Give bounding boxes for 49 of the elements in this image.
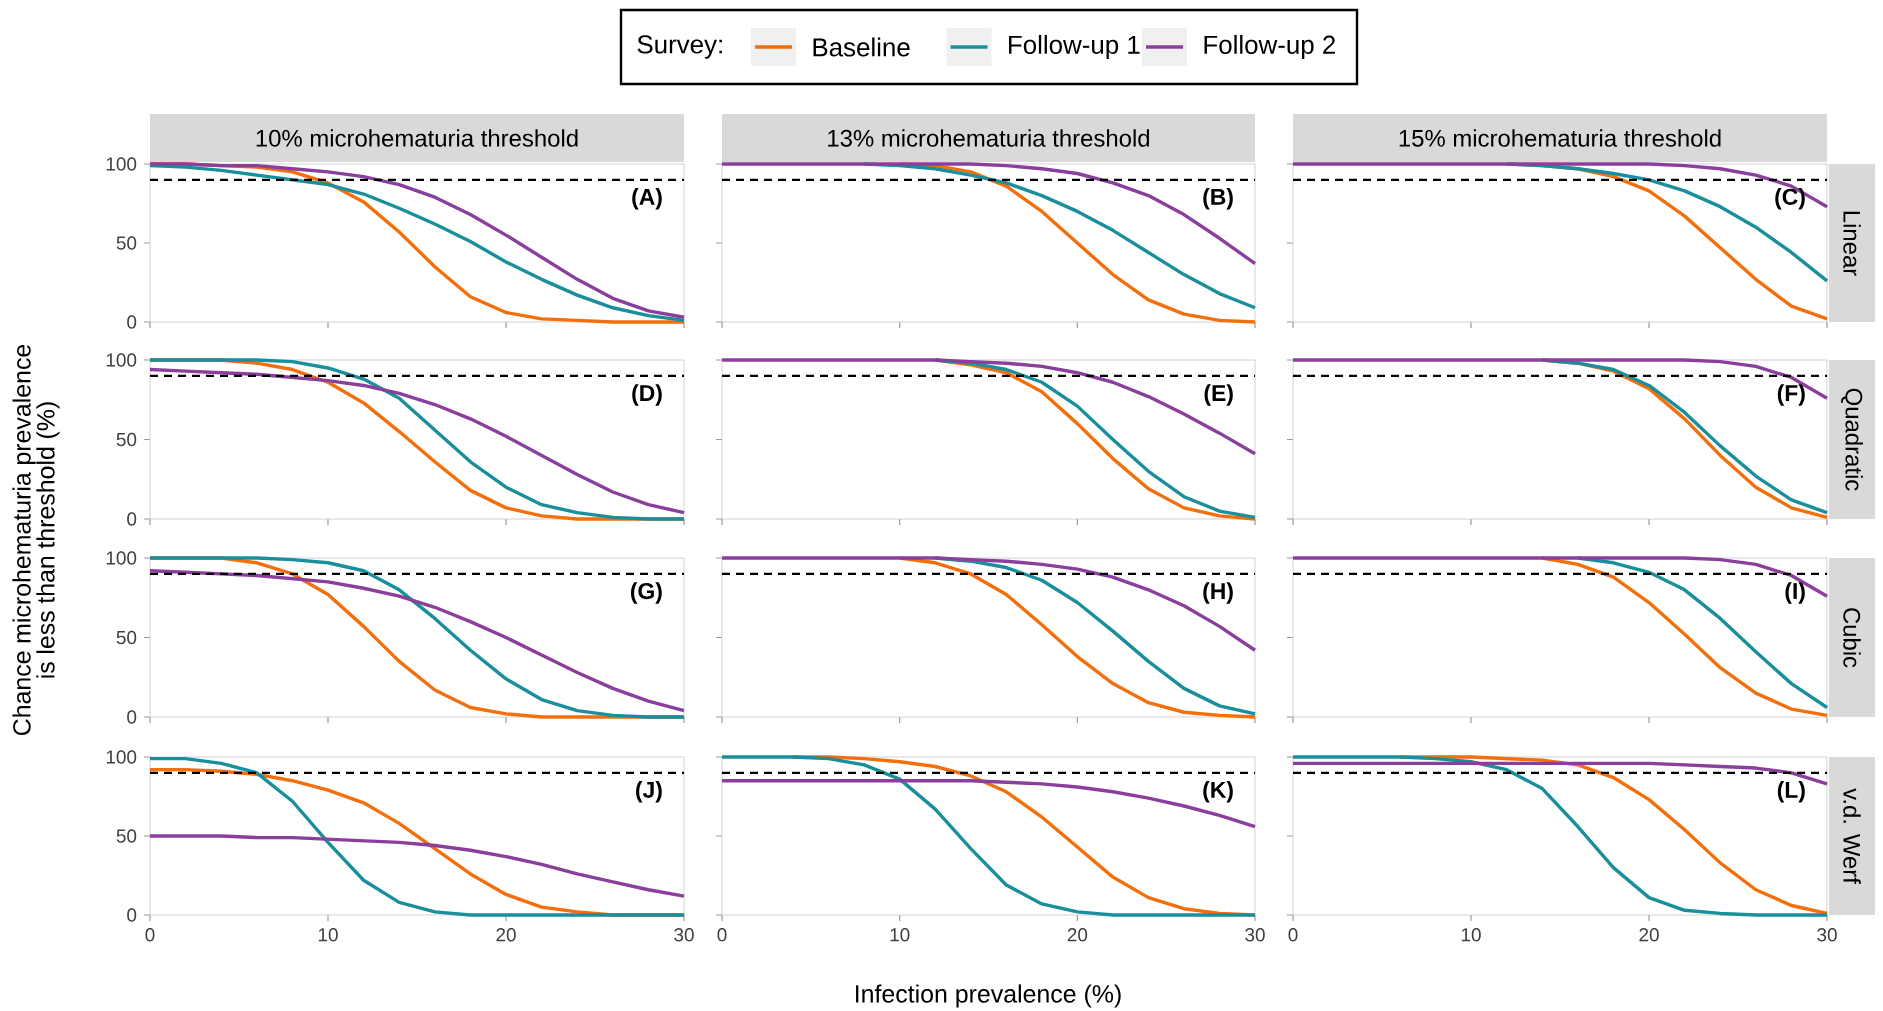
y-tick-label: 100	[106, 551, 137, 565]
y-tick-label: 0	[127, 512, 137, 526]
legend-label: Follow-up 1	[1009, 34, 1140, 60]
text: Cubic	[1843, 608, 1861, 668]
y-tick-label: 50	[116, 829, 137, 843]
chart-title: 15% microhematuria threshold	[1399, 129, 1721, 147]
chart-title: 10% microhematuria threshold	[256, 129, 578, 147]
annotation: (H)	[1203, 582, 1233, 604]
x-tick-label: 10	[890, 928, 910, 942]
legend-label: Follow-up 2	[1204, 34, 1335, 60]
annotation: (B)	[1203, 188, 1233, 210]
x-tick-label: 20	[1639, 928, 1659, 942]
x-axis-title: Infection prevalence (%)	[856, 984, 1121, 1008]
annotation: (F)	[1777, 384, 1805, 406]
x-tick-label: 10	[1461, 928, 1481, 942]
annotation: (K)	[1203, 781, 1233, 803]
annotation: (L)	[1777, 781, 1805, 803]
x-tick-label: 0	[717, 928, 727, 942]
y-axis-title: Chance microhematuria prevalence is less than threshold (%)	[12, 344, 60, 736]
y-tick-label: 50	[116, 630, 137, 645]
annotation: (G)	[630, 582, 662, 604]
annotation: (I)	[1785, 582, 1805, 604]
annotation: (J)	[636, 781, 662, 803]
y-tick-label: 50	[116, 236, 137, 250]
x-tick-label: 20	[496, 928, 516, 942]
x-tick-label: 30	[1245, 928, 1265, 942]
y-tick-label: 0	[127, 710, 137, 724]
annotation: (E)	[1204, 384, 1233, 406]
annotation: (A)	[632, 188, 662, 210]
y-tick-label: 100	[106, 157, 137, 171]
legend-label: Baseline	[813, 37, 910, 57]
text: v.d. Werf	[1843, 788, 1861, 884]
y-tick-label: 50	[116, 432, 137, 447]
x-tick-label: 30	[1817, 928, 1837, 942]
text: Quadratic	[1841, 388, 1863, 491]
x-tick-label: 10	[318, 928, 338, 942]
x-tick-label: 30	[674, 928, 694, 942]
chart-title: 13% microhematuria threshold	[828, 129, 1150, 147]
x-tick-label: 0	[145, 928, 155, 942]
text: Linear	[1843, 211, 1861, 276]
y-tick-label: 0	[127, 908, 137, 922]
y-tick-label: 100	[106, 750, 137, 764]
y-tick-label: 0	[127, 315, 137, 329]
x-tick-label: 20	[1067, 928, 1088, 942]
x-tick-label: 0	[1288, 928, 1298, 942]
legend-title: Survey:	[637, 35, 722, 59]
y-tick-label: 100	[106, 353, 137, 367]
annotation: (C)	[1775, 188, 1805, 210]
annotation: (D)	[632, 384, 662, 406]
